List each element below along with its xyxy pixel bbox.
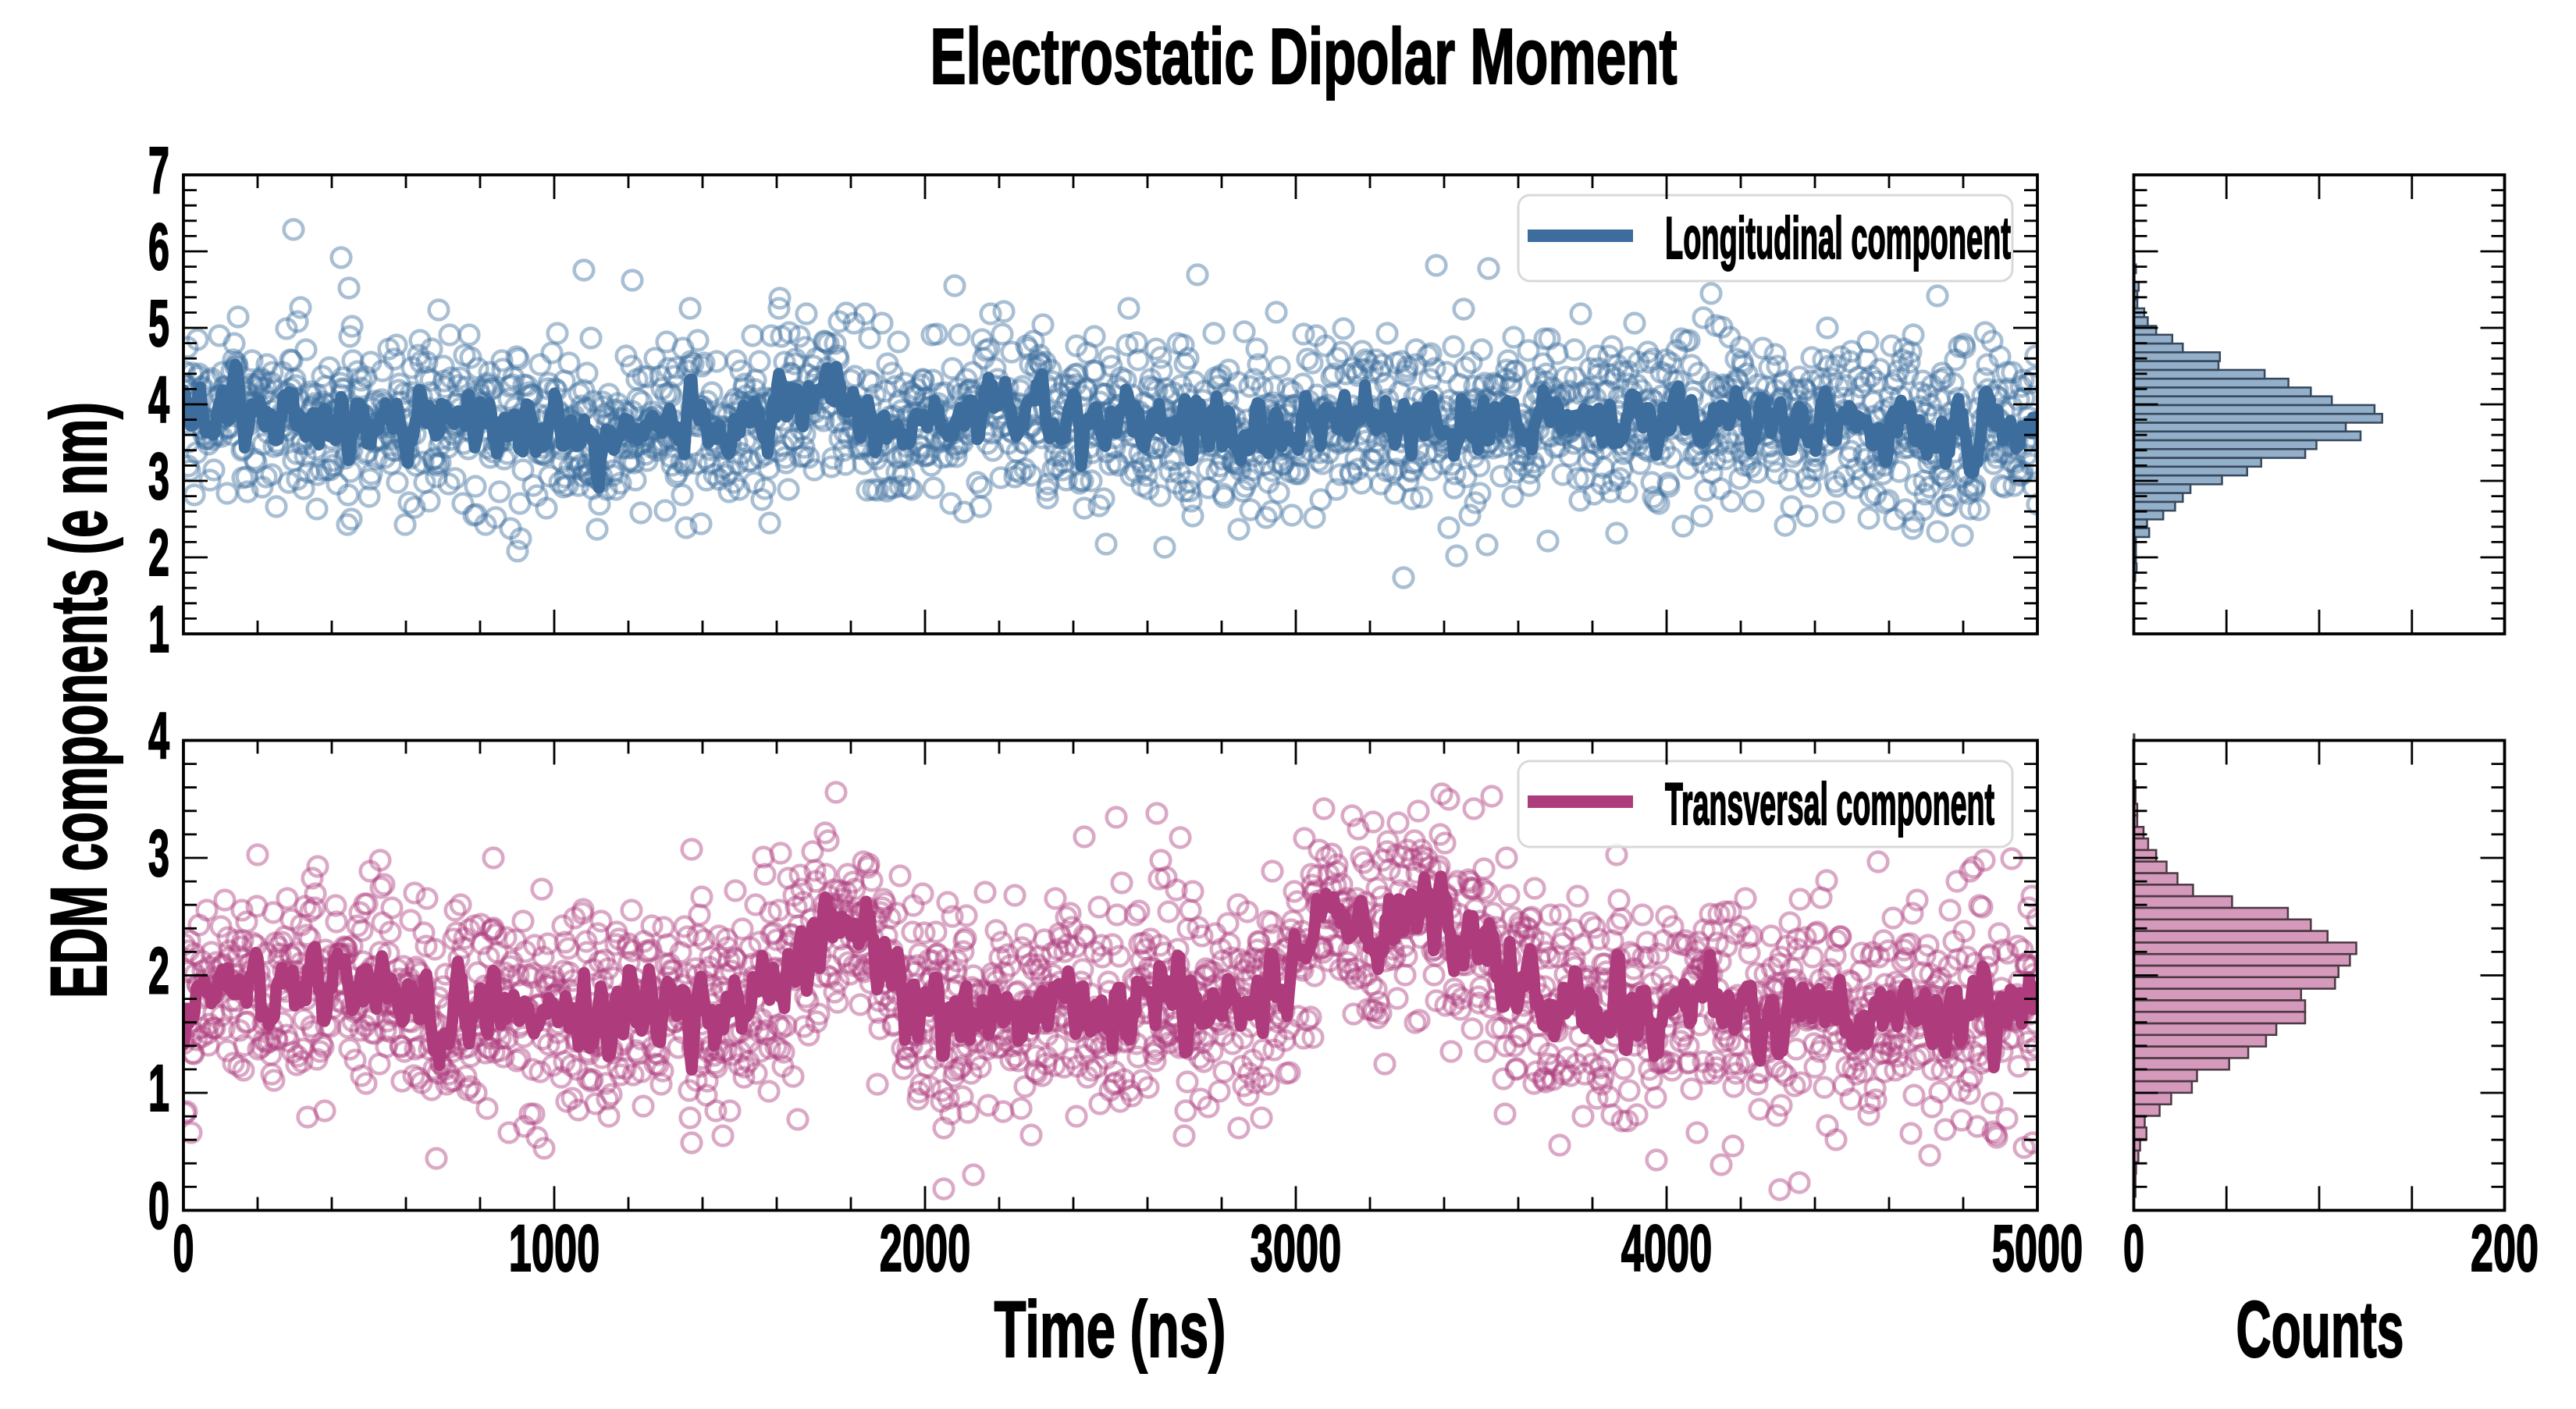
svg-text:Electrostatic Dipolar Moment: Electrostatic Dipolar Moment — [930, 13, 1678, 101]
svg-text:5: 5 — [148, 286, 169, 360]
svg-text:Time (ns): Time (ns) — [994, 1285, 1226, 1374]
svg-text:2: 2 — [148, 516, 169, 589]
svg-text:2000: 2000 — [880, 1212, 971, 1285]
svg-text:Counts: Counts — [2236, 1285, 2404, 1374]
svg-text:Transversal component: Transversal component — [1665, 771, 1994, 838]
svg-text:1000: 1000 — [509, 1212, 600, 1285]
svg-text:1: 1 — [148, 592, 169, 666]
svg-text:EDM components (e nm): EDM components (e nm) — [34, 402, 123, 998]
svg-text:3000: 3000 — [1251, 1212, 1342, 1285]
svg-text:2: 2 — [148, 934, 169, 1008]
svg-text:4: 4 — [148, 363, 169, 436]
svg-text:200: 200 — [2471, 1212, 2539, 1285]
svg-text:7: 7 — [148, 133, 169, 207]
svg-text:1: 1 — [148, 1051, 169, 1125]
svg-text:3: 3 — [148, 817, 169, 890]
svg-text:0: 0 — [173, 1212, 194, 1285]
svg-text:4000: 4000 — [1621, 1212, 1713, 1285]
svg-text:0: 0 — [148, 1169, 169, 1243]
svg-text:5000: 5000 — [1992, 1212, 2083, 1285]
svg-text:6: 6 — [148, 210, 169, 283]
svg-text:3: 3 — [148, 439, 169, 513]
svg-text:Longitudinal component: Longitudinal component — [1665, 205, 2011, 272]
svg-text:4: 4 — [148, 699, 169, 773]
svg-text:0: 0 — [2123, 1212, 2144, 1285]
